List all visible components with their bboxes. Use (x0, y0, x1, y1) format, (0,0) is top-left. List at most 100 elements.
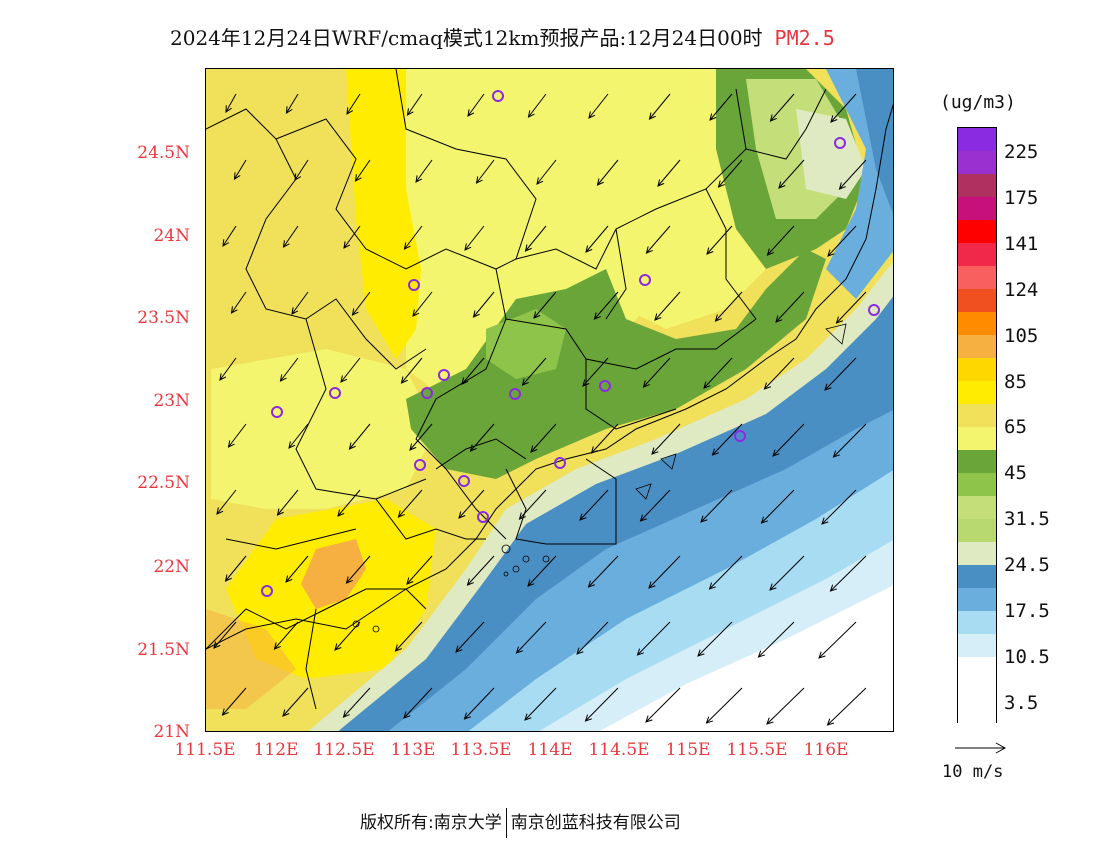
wind-vector (709, 555, 743, 590)
station-marker[interactable] (734, 430, 746, 442)
wind-reference-arrow (955, 742, 1007, 754)
wind-vector-head (464, 243, 472, 251)
station-marker[interactable] (492, 90, 504, 102)
station-marker[interactable] (458, 475, 470, 487)
wind-vector-head (778, 181, 786, 189)
coastline (206, 103, 893, 650)
wind-vector (594, 291, 619, 320)
wind-vector-head (219, 373, 227, 381)
lat-label: 22.5N (137, 473, 190, 493)
legend-swatch (958, 128, 996, 151)
wind-vector (464, 687, 495, 720)
station-marker[interactable] (414, 459, 426, 471)
wind-vector-head (475, 176, 483, 184)
station-marker[interactable] (599, 380, 611, 392)
wind-vector-head (648, 581, 656, 589)
station-marker[interactable] (834, 137, 846, 149)
wind-vector (415, 159, 433, 183)
wind-vector (398, 489, 423, 518)
lon-label: 115.5E (726, 740, 788, 760)
wind-vector-head (521, 378, 529, 386)
wind-vector-head (291, 307, 299, 315)
wind-vector-head (824, 383, 832, 391)
wind-vector (219, 357, 237, 381)
wind-vector-head (766, 248, 774, 256)
wind-vector-head (657, 179, 665, 187)
wind-vector (343, 225, 361, 249)
wind-vector-head (709, 113, 717, 121)
legend-label: 31.5 (1004, 508, 1050, 530)
station-marker[interactable] (477, 511, 489, 523)
wind-vector (530, 423, 557, 453)
lon-label: 113E (390, 740, 436, 760)
wind-vector (464, 225, 485, 251)
legend-unit: (ug/m3) (940, 92, 1016, 113)
wind-vector-head (467, 109, 475, 117)
station-marker[interactable] (329, 387, 341, 399)
legend-swatch (958, 519, 996, 542)
wind-vector (340, 357, 361, 383)
wind-vector (657, 159, 681, 187)
wind-vector-head (536, 177, 544, 185)
wind-vector (770, 93, 795, 122)
region-orange-west-margin (206, 609, 296, 709)
station-marker[interactable] (271, 406, 283, 418)
station-marker[interactable] (554, 457, 566, 469)
wind-vector (404, 225, 423, 250)
wind-vector-head (648, 112, 656, 120)
station-marker[interactable] (408, 279, 420, 291)
station-marker[interactable] (261, 585, 273, 597)
legend-swatch (958, 151, 996, 174)
wind-vector-head (227, 440, 235, 448)
wind-vector (280, 357, 299, 382)
wind-vector-head (394, 644, 402, 652)
legend-swatch (958, 335, 996, 358)
wind-vector-head (412, 309, 420, 317)
wind-vector (225, 555, 247, 582)
wind-vector (286, 93, 299, 114)
region-orange-hotspot (301, 539, 366, 609)
station-marker[interactable] (639, 274, 651, 286)
wind-vector-head (343, 241, 351, 249)
wind-vector (588, 93, 609, 119)
legend-swatch (958, 496, 996, 519)
wind-vector-head (221, 708, 229, 716)
wind-vector-head (530, 445, 538, 453)
wind-vector (645, 687, 681, 723)
wind-vector (277, 489, 299, 516)
pm25-field-map (206, 69, 893, 731)
wind-vector (228, 423, 247, 448)
wind-vector (355, 159, 371, 182)
legend-swatch (958, 703, 996, 726)
wind-vector (524, 687, 557, 721)
legend-label: 85 (1004, 371, 1027, 393)
copyright-right: 南京创蓝科技有限公司 (510, 813, 681, 833)
wind-vector (836, 291, 867, 324)
station-marker[interactable] (438, 369, 450, 381)
lat-label: 24N (153, 226, 190, 246)
lat-label: 21.5N (137, 640, 190, 660)
legend-label: 45 (1004, 462, 1027, 484)
wind-vector-head (230, 306, 238, 314)
wind-vector-head (717, 180, 725, 188)
legend-swatch (958, 243, 996, 266)
wind-vector (213, 621, 237, 649)
wind-vector (582, 357, 609, 387)
legend-swatch (958, 197, 996, 220)
wind-vector-head (524, 244, 532, 252)
wind-vector-head (282, 709, 290, 717)
map-panel[interactable] (205, 68, 894, 732)
wind-vector-head (458, 511, 466, 519)
station-marker[interactable] (868, 304, 880, 316)
station-marker[interactable] (509, 388, 521, 400)
legend-label: 105 (1004, 325, 1039, 347)
legend-label: 141 (1004, 233, 1039, 255)
wind-vector-head (576, 647, 584, 655)
wind-vector-head (225, 105, 232, 113)
wind-vector (222, 687, 247, 716)
wind-vector-head (285, 575, 293, 583)
wind-vector-head (406, 577, 414, 585)
station-marker[interactable] (421, 387, 433, 399)
lon-label: 116E (803, 740, 849, 760)
wind-vector-head (276, 508, 284, 516)
